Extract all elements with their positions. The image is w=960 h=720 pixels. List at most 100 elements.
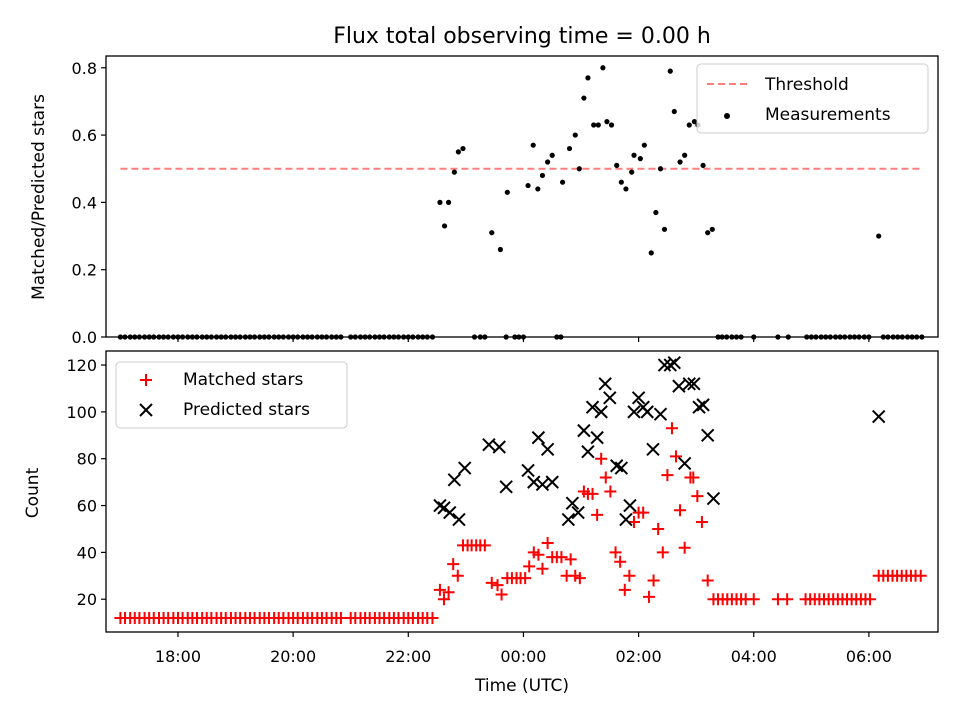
- measurement-point: [595, 122, 601, 128]
- matched-star-point: [478, 539, 491, 552]
- matched-star-point: [781, 593, 794, 606]
- measurement-point: [876, 233, 882, 239]
- predicted-star-point: [545, 475, 559, 489]
- measurement-point: [535, 186, 541, 192]
- matched-star-point: [555, 551, 568, 564]
- predicted-star-point: [663, 358, 677, 372]
- predicted-star-point: [677, 456, 692, 471]
- bottom-x-tick-label: 02:00: [616, 647, 662, 666]
- measurement-point: [691, 119, 698, 125]
- measurement-point: [629, 169, 635, 175]
- predicted-star-point: [598, 377, 612, 391]
- measurement-point: [591, 122, 597, 128]
- measurements-legend-label: Measurements: [765, 105, 891, 125]
- predicted-star-point: [492, 440, 506, 454]
- matched-star-point: [491, 579, 504, 592]
- measurement-point: [525, 182, 531, 189]
- predicted-legend-swatch: [139, 403, 153, 417]
- measurement-point: [572, 132, 578, 138]
- predicted-star-point: [521, 463, 535, 478]
- bottom-y-tick-label: 20: [77, 590, 97, 609]
- matched-star-point: [541, 537, 554, 550]
- bottom-x-tick-label: 06:00: [846, 647, 892, 666]
- matched-legend-label: Matched stars: [183, 370, 303, 390]
- chart-title: Flux total observing time = 0.00 h: [333, 24, 711, 49]
- predicted-star-point: [646, 442, 660, 457]
- matched-star-point: [864, 593, 877, 606]
- predicted-star-point: [696, 398, 710, 412]
- bottom-legend: Matched stars Predicted stars: [115, 361, 348, 429]
- predicted-star-point: [433, 498, 447, 513]
- predicted-star-point: [871, 409, 886, 424]
- measurement-point: [504, 189, 510, 195]
- matched-star-point: [451, 569, 464, 582]
- bottom-legend-box: [115, 361, 348, 429]
- bottom-y-tick-label: 60: [77, 497, 97, 516]
- bottom-y-axis-label: Count: [23, 467, 43, 518]
- matched-star-point: [695, 515, 708, 528]
- measurement-point: [441, 223, 448, 229]
- top-y-tick-label: 0.4: [72, 193, 97, 212]
- matched-star-point: [614, 555, 627, 568]
- measurement-point: [623, 186, 629, 192]
- predicted-star-point: [565, 496, 580, 510]
- matched-star-point: [599, 471, 612, 484]
- matched-star-point: [661, 469, 674, 482]
- measurement-point: [585, 75, 591, 81]
- matched-star-point: [670, 450, 683, 463]
- measurement-point: [631, 152, 637, 158]
- measurement-point: [682, 152, 688, 158]
- bottom-panel: 20 40 60 80 100 120 18:00 20:00 22:00 00:00 02:00…: [23, 350, 939, 696]
- top-legend: Threshold Measurements: [696, 63, 929, 134]
- bottom-y-tick-label: 100: [66, 403, 97, 422]
- measurement-point: [657, 166, 664, 172]
- bottom-x-tick-label: 00:00: [500, 647, 546, 666]
- predicted-star-point: [653, 407, 668, 421]
- matched-star-point: [519, 572, 532, 585]
- measurement-point: [686, 122, 692, 128]
- predicted-star-point: [700, 428, 715, 443]
- measurement-point: [608, 122, 615, 128]
- measurements-legend-swatch: [724, 113, 730, 119]
- matched-star-point: [485, 576, 498, 589]
- matched-star-point: [426, 611, 439, 624]
- matched-star-point: [495, 588, 508, 601]
- measurement-point: [709, 226, 715, 232]
- measurement-point: [566, 145, 573, 152]
- predicted-star-point: [458, 461, 472, 475]
- measurement-point: [677, 159, 683, 165]
- top-x-axis: [177, 337, 870, 342]
- measurement-point: [667, 68, 673, 74]
- matched-star-point: [523, 560, 536, 573]
- predicted-star-point: [692, 400, 706, 414]
- matched-star-point: [642, 590, 655, 603]
- measurement-point: [581, 95, 587, 101]
- matched-star-point: [442, 586, 455, 599]
- matched-star-point: [674, 504, 687, 517]
- top-legend-box: [696, 63, 929, 134]
- top-y-axis: 0.0 0.2 0.4 0.6 0.8: [72, 59, 106, 347]
- matched-star-point: [652, 522, 665, 535]
- measurement-point: [637, 156, 643, 162]
- matched-star-point: [747, 593, 760, 606]
- matched-star-point: [532, 548, 545, 561]
- predicted-star-point: [577, 423, 591, 438]
- predicted-star-point: [527, 475, 541, 489]
- predicted-star-point: [585, 400, 600, 414]
- matched-star-point: [433, 583, 446, 596]
- measurement-point: [539, 172, 546, 179]
- predicted-star-point: [687, 377, 701, 391]
- predicted-star-point: [447, 473, 462, 487]
- predicted-star-point: [452, 512, 466, 527]
- predicted-star-point: [603, 391, 617, 405]
- top-panel: 0.00.20.40.60.8 Matched/Predicted stars …: [29, 55, 939, 347]
- predicted-star-point: [706, 491, 721, 506]
- measurement-point: [641, 142, 647, 148]
- matched-legend-swatch: [140, 374, 152, 386]
- measurement-point: [653, 209, 659, 216]
- predicted-legend-label: Predicted stars: [183, 400, 310, 420]
- measurement-point: [600, 65, 606, 71]
- measurement-point: [460, 145, 466, 152]
- measurement-point: [671, 108, 677, 115]
